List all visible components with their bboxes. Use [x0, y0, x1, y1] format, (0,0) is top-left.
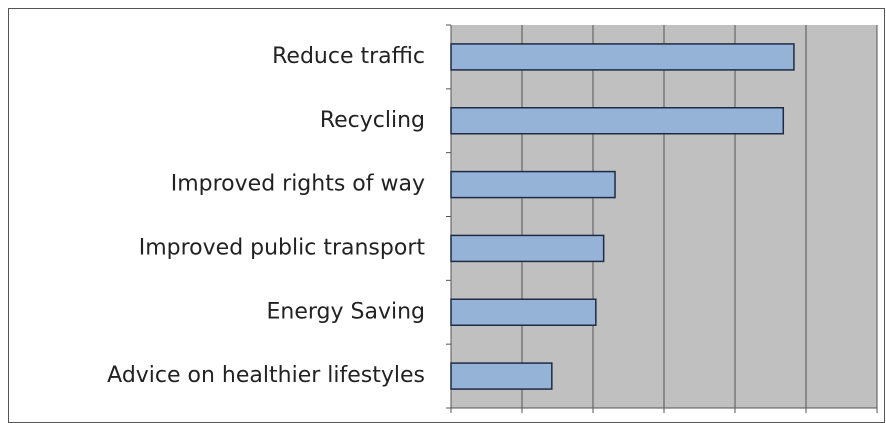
bar — [450, 234, 605, 263]
y-tick-label: Recycling — [320, 108, 425, 133]
bar — [450, 43, 795, 71]
bar — [450, 107, 785, 135]
y-tick-label: Reduce traffic — [272, 44, 425, 69]
y-tick-label: Improved public transport — [139, 235, 426, 260]
y-tick-label: Advice on healthier lifestyles — [107, 363, 425, 388]
bar — [450, 170, 616, 199]
y-tick-label: Improved rights of way — [171, 172, 425, 197]
y-tick-label: Energy Saving — [266, 299, 425, 324]
bar — [450, 298, 597, 326]
bar — [450, 362, 553, 390]
